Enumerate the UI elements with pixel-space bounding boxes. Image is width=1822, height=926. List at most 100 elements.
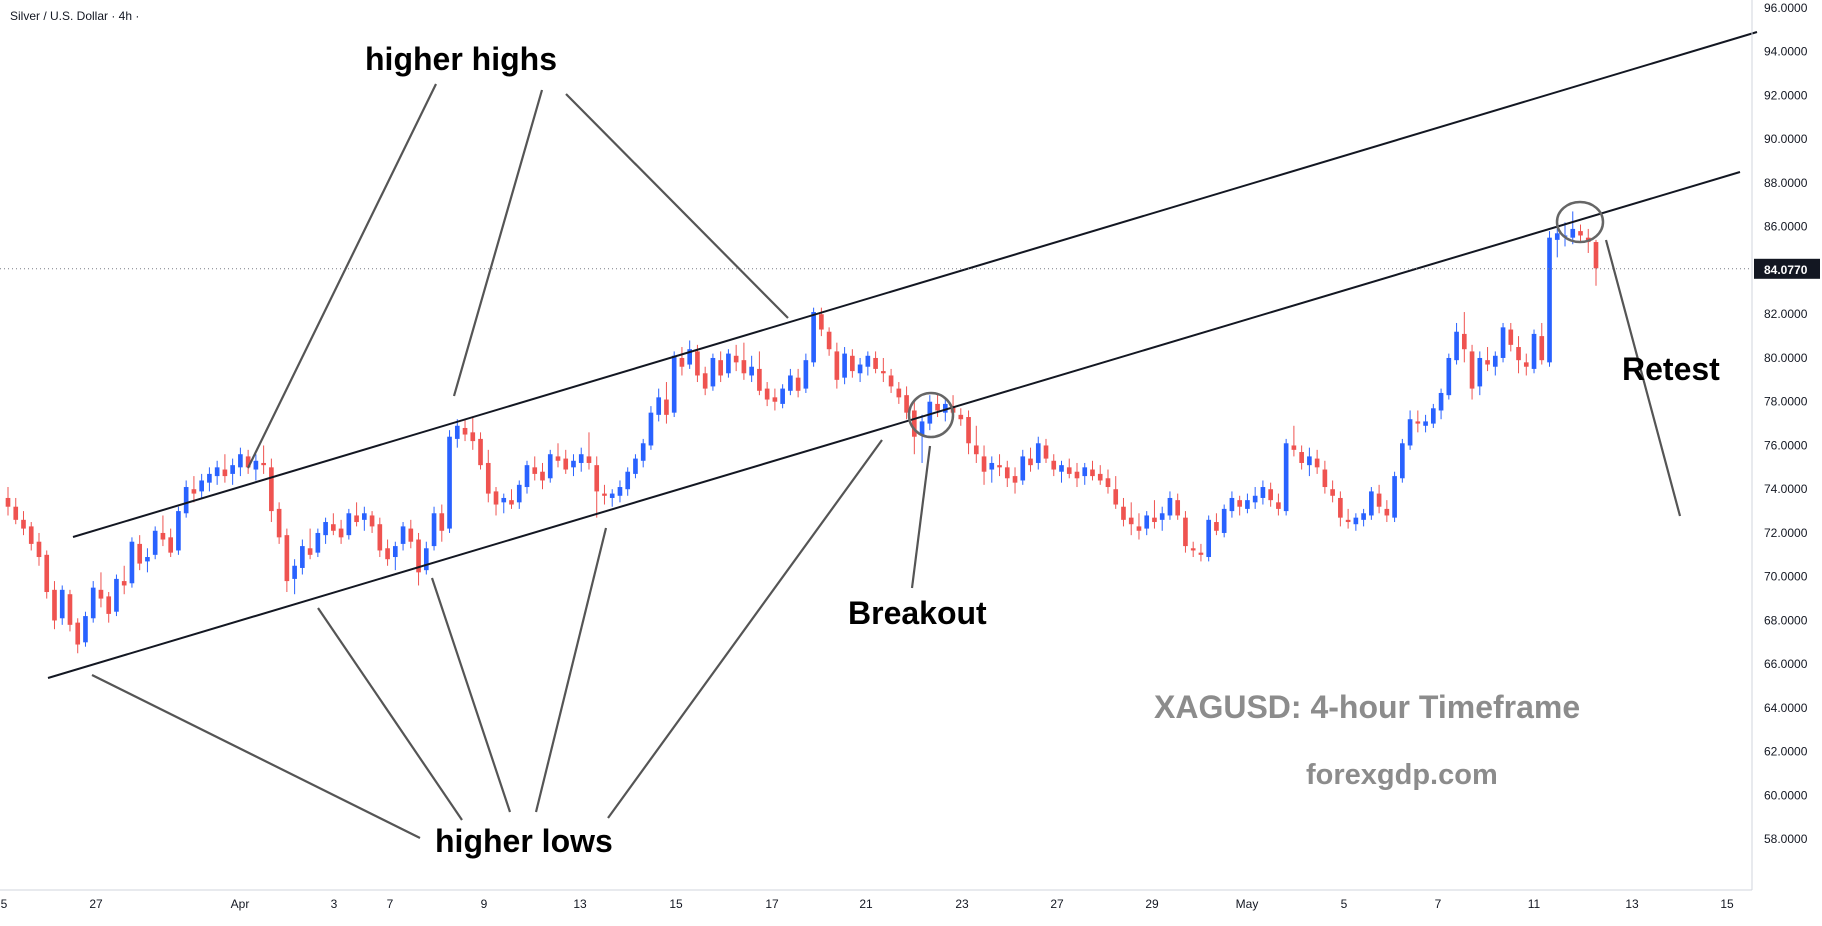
candle	[1307, 447, 1312, 477]
candle	[462, 419, 468, 442]
candle-body	[145, 557, 150, 562]
candle-body	[888, 375, 894, 387]
y-tick-label: 92.0000	[1764, 88, 1808, 102]
x-tick-label: 13	[573, 897, 587, 911]
candle-body	[238, 454, 243, 468]
candle	[888, 368, 894, 393]
candle	[687, 340, 693, 369]
candle-body	[1283, 443, 1289, 512]
candle	[1020, 449, 1026, 485]
x-tick-label: 21	[859, 897, 873, 911]
candle-body	[346, 513, 352, 536]
candle	[416, 532, 421, 586]
candle-body	[873, 357, 878, 369]
candle	[617, 480, 623, 503]
candle	[1345, 508, 1351, 529]
candle	[826, 327, 832, 356]
candle	[1245, 493, 1250, 514]
candle	[1469, 344, 1475, 400]
candle	[1167, 491, 1173, 520]
retest-label: Retest	[1622, 351, 1720, 387]
candle	[83, 611, 88, 647]
x-tick-label: 27	[89, 897, 103, 911]
y-tick-label: 82.0000	[1764, 307, 1808, 321]
higher-lows-label: higher lows	[435, 823, 613, 859]
candle-body	[1400, 443, 1405, 479]
candle	[207, 467, 212, 492]
candle	[1059, 460, 1064, 483]
candle	[795, 368, 801, 398]
candle-body	[13, 506, 19, 520]
candle-body	[563, 458, 569, 470]
candle-body	[757, 368, 762, 391]
candle-body	[416, 539, 421, 573]
candle-body	[764, 388, 770, 400]
candle	[1237, 495, 1242, 516]
candle	[935, 392, 940, 418]
x-tick-label: 17	[765, 897, 779, 911]
y-tick-label: 58.0000	[1764, 832, 1808, 846]
candle	[67, 589, 73, 632]
candle	[679, 347, 685, 376]
candle-body	[594, 465, 600, 492]
y-tick-label: 96.0000	[1764, 1, 1808, 15]
annotation-pointer-line	[534, 527, 608, 813]
last-price-label: 84.0770	[1764, 263, 1808, 277]
candle	[354, 502, 359, 527]
candle-body	[981, 456, 987, 472]
candle-body	[664, 399, 669, 415]
candle	[524, 460, 530, 494]
candle-body	[199, 480, 204, 492]
candle-body	[617, 487, 623, 496]
candle	[1438, 388, 1444, 420]
annotation-pointer-line	[910, 445, 932, 589]
candle	[5, 487, 11, 516]
candle	[1314, 449, 1320, 474]
candle-body	[1229, 497, 1235, 512]
candle-body	[1423, 421, 1428, 426]
candle-body	[1539, 336, 1545, 361]
candle-body	[1136, 526, 1142, 531]
candle-body	[1299, 452, 1304, 463]
candle	[1539, 322, 1545, 365]
candle	[400, 522, 406, 551]
annotation-pointer-line	[452, 89, 544, 397]
y-tick-label: 94.0000	[1764, 45, 1808, 59]
candle	[1105, 469, 1111, 494]
candle	[168, 528, 173, 558]
candle	[1516, 336, 1521, 374]
candle	[1338, 491, 1343, 527]
candle-body	[1431, 408, 1436, 424]
candle	[191, 476, 197, 503]
candle-body	[1454, 331, 1459, 361]
candle	[509, 489, 514, 509]
candle	[602, 484, 607, 505]
candle	[1523, 353, 1529, 376]
y-tick-label: 72.0000	[1764, 526, 1808, 540]
candle	[780, 384, 785, 409]
candle	[1051, 454, 1057, 477]
candle	[1299, 445, 1304, 470]
candle-body	[1330, 489, 1335, 496]
candle-body	[602, 493, 607, 496]
candle-body	[1291, 445, 1297, 450]
candle	[346, 508, 352, 540]
candle	[392, 541, 398, 571]
candle	[1423, 414, 1428, 433]
candle-body	[1028, 458, 1033, 466]
candle-body	[67, 594, 73, 625]
candle	[997, 454, 1002, 477]
candle-body	[1121, 506, 1126, 520]
candle	[1198, 543, 1204, 562]
candle	[803, 353, 809, 393]
candle-body	[21, 519, 26, 529]
candle-body	[1245, 500, 1250, 509]
candle	[369, 511, 375, 533]
candle-body	[168, 537, 173, 553]
symbol-title: Silver / U.S. Dollar · 4h ·	[10, 9, 139, 23]
candle	[981, 445, 987, 485]
candle-body	[129, 541, 135, 584]
candle	[1183, 511, 1188, 553]
candle-body	[207, 473, 212, 483]
